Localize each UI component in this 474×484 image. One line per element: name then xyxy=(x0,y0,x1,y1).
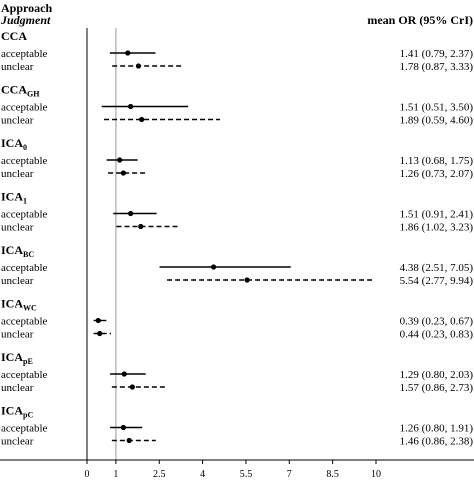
row-label: unclear xyxy=(1,61,34,73)
x-tick-label: 4 xyxy=(200,469,205,480)
or-value: 1.26 (0.80, 1.91) xyxy=(400,423,474,435)
or-value: 1.78 (0.87, 3.33) xyxy=(400,61,474,73)
x-tick-label: 0 xyxy=(85,469,90,480)
x-tick-label: 5.5 xyxy=(240,469,253,480)
row-label: acceptable xyxy=(1,102,48,114)
grid-layer xyxy=(86,28,117,460)
group-label: CCA xyxy=(1,29,27,43)
row-label: unclear xyxy=(1,168,34,180)
mean-point xyxy=(125,50,131,56)
or-value: 5.54 (2.77, 9.94) xyxy=(400,275,474,287)
row-label: unclear xyxy=(1,275,34,287)
rows-layer: CCA acceptable 1.41 (0.79, 2.37) unclear 1.7… xyxy=(1,29,473,448)
group-label: ICApC xyxy=(1,404,33,420)
or-value: 1.51 (0.91, 2.41) xyxy=(400,209,474,221)
row-label: unclear xyxy=(1,382,34,394)
row-label: acceptable xyxy=(1,316,48,328)
column-header-mean-or: mean OR (95% CrI) xyxy=(367,13,473,27)
column-header-approach: Approach xyxy=(1,1,52,15)
row-label: unclear xyxy=(1,115,34,127)
or-value: 1.86 (1.02, 3.23) xyxy=(400,222,474,234)
x-tick-label: 7 xyxy=(287,469,292,480)
mean-point xyxy=(120,170,127,176)
or-value: 1.41 (0.79, 2.37) xyxy=(400,48,474,60)
mean-point xyxy=(244,277,250,283)
row-label: unclear xyxy=(1,222,34,234)
mean-point xyxy=(121,371,127,377)
mean-point xyxy=(128,210,134,217)
or-value: 0.44 (0.23, 0.83) xyxy=(400,329,474,341)
or-value: 1.29 (0.80, 2.03) xyxy=(400,369,474,381)
mean-point xyxy=(120,424,127,431)
or-value: 1.51 (0.51, 3.50) xyxy=(400,102,474,114)
group-label: ICAWC xyxy=(1,297,37,313)
x-axis: 0 1 2.5 4 5.5 7 8.5 10 xyxy=(0,459,474,480)
mean-point xyxy=(128,103,134,110)
or-value: 4.38 (2.51, 7.05) xyxy=(400,262,474,274)
row-label: acceptable xyxy=(1,369,48,381)
row-label: acceptable xyxy=(1,423,48,435)
x-tick-label: 2.5 xyxy=(153,469,166,480)
row-label: acceptable xyxy=(1,262,48,274)
row-label: unclear xyxy=(1,436,34,448)
group-label: ICA0 xyxy=(1,136,27,152)
mean-point xyxy=(138,223,144,230)
mean-point xyxy=(117,157,123,163)
mean-point xyxy=(129,384,135,390)
row-label: unclear xyxy=(1,329,34,341)
or-value: 1.26 (0.73, 2.07) xyxy=(400,168,474,180)
x-tick-label: 8.5 xyxy=(326,469,339,480)
row-label: acceptable xyxy=(1,155,48,167)
mean-point xyxy=(126,437,132,444)
mean-point xyxy=(97,330,103,337)
or-value: 1.57 (0.86, 2.73) xyxy=(400,382,474,394)
mean-point xyxy=(95,317,101,324)
or-value: 0.39 (0.23, 0.67) xyxy=(400,316,474,328)
or-value: 1.13 (0.68, 1.75) xyxy=(400,155,474,167)
group-label: ICABC xyxy=(1,243,34,259)
or-value: 1.89 (0.59, 4.60) xyxy=(400,115,474,127)
x-tick-label: 10 xyxy=(371,469,381,480)
group-label: ICA1 xyxy=(1,190,27,206)
x-tick-label: 1 xyxy=(113,469,118,480)
mean-point xyxy=(139,116,145,123)
column-header-judgment: Judgment xyxy=(0,13,51,27)
row-label: acceptable xyxy=(1,48,48,60)
mean-point xyxy=(135,63,142,69)
group-label: ICApE xyxy=(1,350,33,366)
row-label: acceptable xyxy=(1,209,48,221)
mean-point xyxy=(210,264,217,270)
group-label: CCAGH xyxy=(1,83,40,99)
or-value: 1.46 (0.86, 2.38) xyxy=(400,436,474,448)
